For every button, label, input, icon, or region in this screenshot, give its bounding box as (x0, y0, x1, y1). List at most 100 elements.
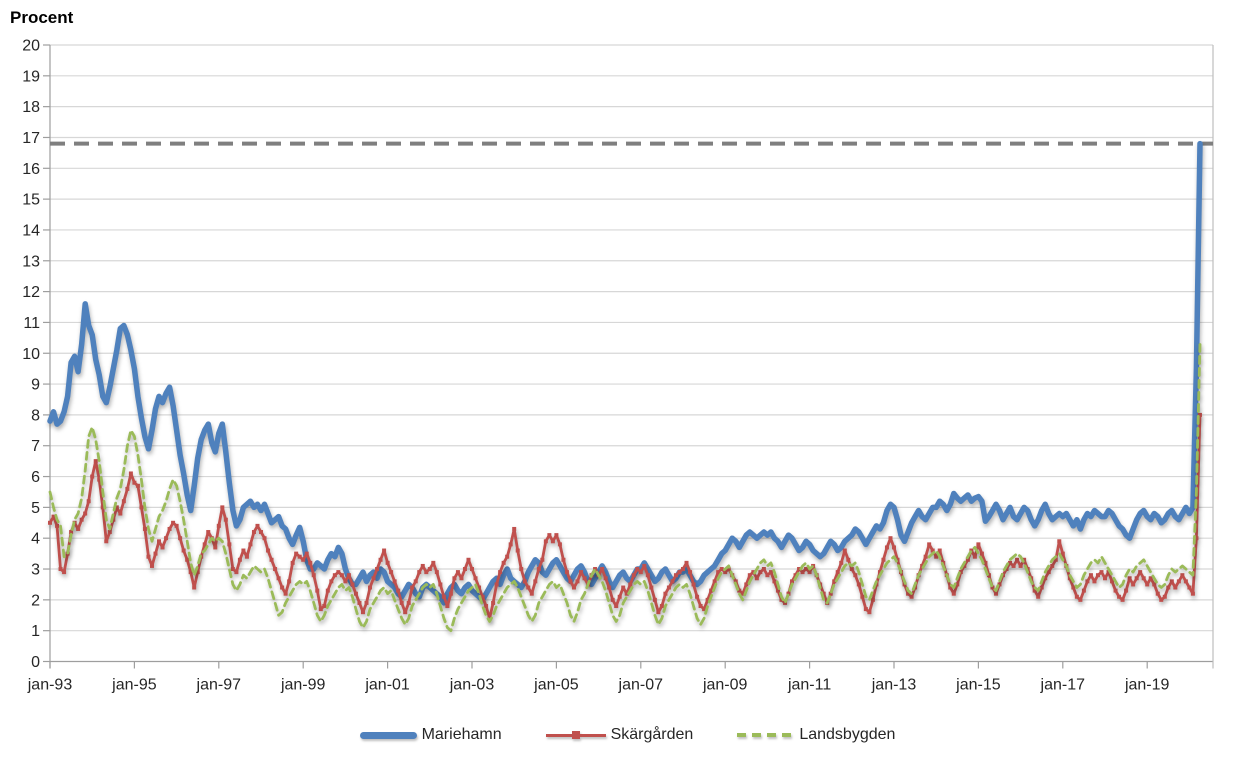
square-marker (614, 604, 619, 609)
y-axis-title: Procent (10, 8, 74, 27)
square-marker (62, 570, 67, 575)
square-marker (603, 576, 608, 581)
y-tick-label: 1 (31, 623, 40, 640)
square-marker (1148, 576, 1153, 581)
square-marker (751, 570, 756, 575)
square-marker (575, 579, 580, 584)
square-marker (934, 554, 939, 559)
square-marker (1011, 563, 1016, 568)
square-marker (533, 579, 538, 584)
square-marker (86, 499, 91, 504)
square-marker (972, 554, 977, 559)
square-marker (480, 594, 485, 599)
square-marker (237, 557, 242, 562)
square-marker (403, 610, 408, 615)
legend-label-mariehamn: Mariehamn (421, 726, 502, 743)
square-marker (1106, 570, 1111, 575)
square-marker (1053, 557, 1058, 562)
square-marker (438, 582, 443, 587)
series-landsbygden (48, 342, 1202, 633)
square-marker (97, 477, 102, 482)
square-marker (392, 579, 397, 584)
square-marker (290, 560, 295, 565)
square-marker (775, 588, 780, 593)
square-marker (167, 526, 172, 531)
square-marker (607, 585, 612, 590)
square-marker (248, 542, 253, 547)
square-marker (118, 511, 123, 516)
square-marker (1190, 591, 1195, 596)
square-marker (1145, 582, 1150, 587)
square-marker (1152, 582, 1157, 587)
x-tick-label: jan-95 (111, 677, 157, 694)
square-marker (786, 591, 791, 596)
square-marker (726, 567, 731, 572)
square-marker (853, 573, 858, 578)
square-marker (800, 570, 805, 575)
y-tick-label: 17 (22, 130, 40, 147)
square-marker (93, 459, 98, 464)
y-tick-label: 6 (31, 469, 40, 486)
y-tick-label: 8 (31, 407, 40, 424)
square-marker (1197, 412, 1202, 417)
square-marker (58, 567, 63, 572)
square-marker (631, 573, 636, 578)
square-marker (1092, 579, 1097, 584)
square-marker (487, 616, 492, 621)
x-tick-label: jan-13 (871, 677, 917, 694)
square-marker (958, 570, 963, 575)
square-marker (797, 567, 802, 572)
square-marker (737, 588, 742, 593)
square-marker (1110, 579, 1115, 584)
square-marker (1032, 588, 1037, 593)
square-marker (350, 582, 355, 587)
square-marker (712, 579, 717, 584)
square-marker (1008, 560, 1013, 565)
square-marker (223, 517, 228, 522)
square-marker (1081, 588, 1086, 593)
square-marker (132, 480, 137, 485)
square-marker (1155, 591, 1160, 596)
square-marker (255, 523, 260, 528)
square-marker (993, 591, 998, 596)
square-marker (325, 588, 330, 593)
square-marker (1039, 585, 1044, 590)
square-marker (251, 530, 256, 535)
square-marker (1071, 585, 1076, 590)
square-marker (666, 585, 671, 590)
square-marker (287, 579, 292, 584)
square-marker (79, 517, 84, 522)
square-marker (906, 591, 911, 596)
square-marker (543, 539, 548, 544)
x-tick-label: jan-99 (280, 677, 326, 694)
square-marker (839, 560, 844, 565)
square-marker (772, 579, 777, 584)
square-marker (104, 539, 109, 544)
square-marker (413, 579, 418, 584)
square-marker (304, 551, 309, 556)
square-marker (638, 570, 643, 575)
square-marker (519, 567, 524, 572)
square-marker (564, 570, 569, 575)
square-marker (206, 530, 211, 535)
square-marker (477, 585, 482, 590)
legend-label-landsbygden: Landsbygden (799, 726, 896, 743)
square-marker (754, 576, 759, 581)
square-marker (188, 570, 193, 575)
square-marker (705, 597, 710, 602)
legend: Mariehamn Skärgården Landsbygden (0, 720, 1255, 750)
square-marker (491, 600, 496, 605)
square-marker (160, 545, 165, 550)
legend-swatch-landsbygden-dashed-line-icon (737, 733, 795, 737)
square-marker (512, 526, 517, 531)
square-marker (670, 579, 675, 584)
square-marker (336, 570, 341, 575)
square-marker (688, 570, 693, 575)
square-marker (695, 594, 700, 599)
square-marker (677, 570, 682, 575)
square-marker (673, 573, 678, 578)
square-marker (399, 600, 404, 605)
square-marker (909, 594, 914, 599)
square-marker (1120, 597, 1125, 602)
square-marker (779, 597, 784, 602)
